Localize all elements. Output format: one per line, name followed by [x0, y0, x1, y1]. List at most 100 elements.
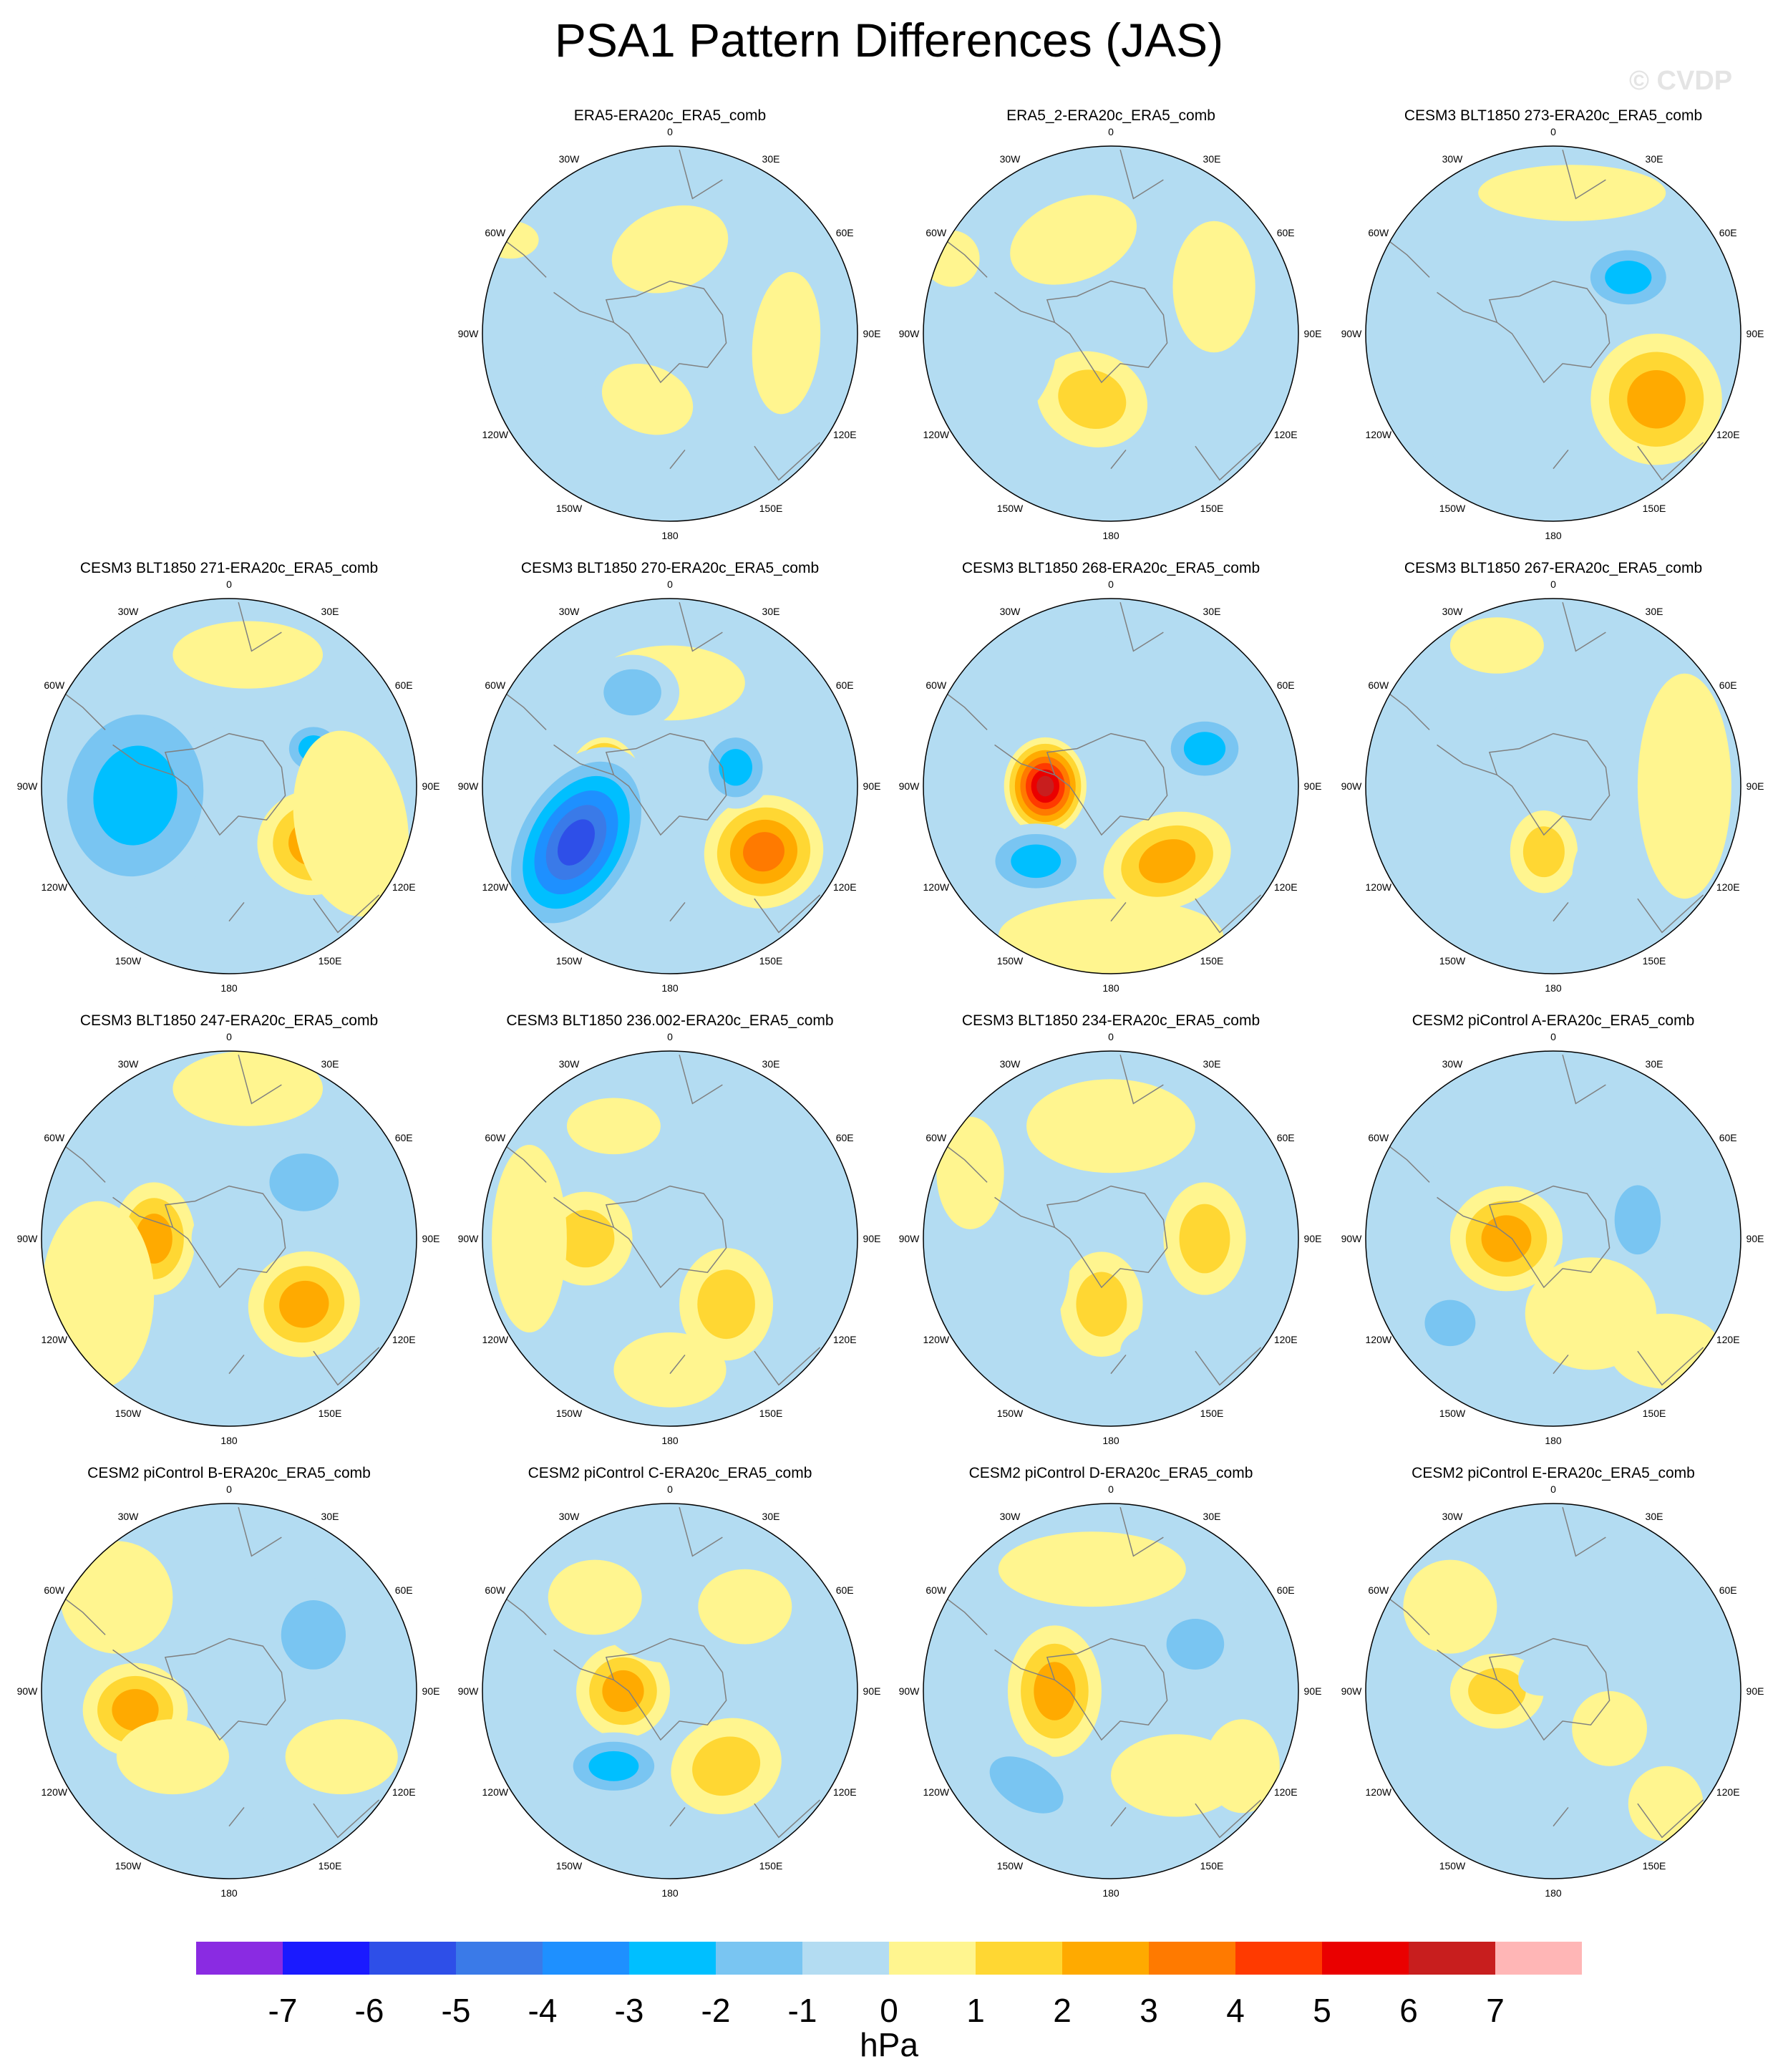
map-border: [482, 1050, 858, 1427]
longitude-label: 150W: [556, 1860, 583, 1872]
new-zealand-coastline: [1110, 449, 1127, 470]
contour-fill: [1605, 261, 1652, 294]
polar-map-panel: 0 30E 60E 90E 120E 150E 180 150W 120W 90W 60W 30W: [899, 1031, 1322, 1446]
contour-fill: [60, 1541, 173, 1654]
longitude-label: 150E: [1200, 1860, 1224, 1872]
antarctica-coastline: [605, 1637, 727, 1741]
antarctica-coastline: [605, 1185, 727, 1289]
longitude-label: 60E: [395, 679, 413, 691]
panel-title: ERA5_2-ERA20c_ERA5_comb: [1006, 107, 1215, 124]
longitude-label: 0: [226, 578, 232, 590]
longitude-label: 180: [1545, 982, 1562, 994]
colorbar-unit: hPa: [860, 2026, 918, 2063]
longitude-label: 120W: [482, 429, 509, 440]
africa-coastline: [679, 1055, 723, 1105]
australia-coastline: [754, 1799, 821, 1839]
longitude-label: 120E: [833, 881, 857, 893]
contour-fill: [1481, 1215, 1532, 1262]
peninsula-coastline: [994, 1649, 1055, 1680]
longitude-label: 120E: [833, 429, 857, 440]
peninsula-coastline: [112, 744, 173, 775]
new-zealand-coastline: [669, 1806, 686, 1827]
longitude-label: 90W: [17, 1685, 39, 1697]
panel-title: CESM3 BLT1850 270-ERA20c_ERA5_comb: [520, 560, 820, 576]
contour-fill: [281, 1600, 346, 1670]
longitude-label: 60E: [1277, 679, 1295, 691]
peninsula-coastline: [994, 744, 1055, 775]
map-border: [482, 145, 858, 522]
longitude-label: 30E: [1646, 153, 1663, 165]
africa-coastline: [1119, 602, 1164, 652]
map-border: [41, 598, 417, 974]
longitude-label: 0: [667, 1031, 673, 1042]
panel-title: ERA5-ERA20c_ERA5_comb: [573, 107, 767, 124]
longitude-label: 90E: [422, 780, 440, 792]
contour-fill: [1036, 775, 1054, 797]
longitude-label: 180: [661, 530, 679, 541]
contour-fill: [698, 1569, 792, 1645]
africa-coastline: [1119, 1507, 1164, 1557]
antarctica-coastline: [1488, 280, 1611, 384]
longitude-label: 0: [226, 1483, 232, 1495]
contour-fill: [191, 1201, 267, 1277]
polar-map-panel: 0 30E 60E 90E 120E 150E 180 150W 120W 90W 60W 30W: [458, 126, 881, 541]
longitude-label: 30E: [321, 1511, 339, 1522]
colorbar-tick-label: 0: [880, 1992, 898, 2029]
longitude-label: 150W: [115, 1860, 142, 1872]
longitude-label: 180: [220, 982, 238, 994]
page-title: PSA1 Pattern Differences (JAS): [554, 14, 1224, 67]
contour-fill: [1172, 221, 1255, 353]
polar-map-panel: 0 30E 60E 90E 120E 150E 180 150W 120W 90W 60W 30W: [17, 1483, 440, 1899]
longitude-label: 30E: [1203, 1511, 1221, 1522]
longitude-label: 150W: [997, 1860, 1024, 1872]
longitude-label: 30W: [118, 1058, 140, 1070]
longitude-label: 180: [220, 1435, 238, 1446]
longitude-label: 120E: [1274, 881, 1298, 893]
peninsula-coastline: [1437, 744, 1497, 775]
longitude-label: 60W: [485, 1132, 506, 1143]
longitude-label: 120E: [1274, 1334, 1298, 1345]
longitude-label: 150W: [1439, 955, 1466, 967]
colorbar-tick-label: 1: [966, 1992, 985, 2029]
map-border: [1365, 1050, 1741, 1427]
contour-fill: [611, 205, 729, 294]
longitude-label: 90E: [1747, 1685, 1764, 1697]
panel-title: CESM2 piControl B-ERA20c_ERA5_comb: [87, 1465, 371, 1481]
longitude-label: 60E: [1719, 227, 1737, 238]
longitude-label: 90E: [1747, 328, 1764, 339]
antarctica-coastline: [164, 1637, 286, 1741]
polar-map-panel: 0 30E 60E 90E 120E 150E 180 150W 120W 90W 60W 30W: [1341, 1031, 1764, 1446]
contour-fill: [1120, 1322, 1215, 1380]
polar-map-panel: 0 30E 60E 90E 120E 150E 180 150W 120W 90W 60W 30W: [1341, 1483, 1764, 1899]
colorbar-swatch: [889, 1942, 976, 1975]
longitude-label: 60E: [836, 227, 854, 238]
contour-fill: [1139, 839, 1196, 883]
longitude-label: 90E: [863, 328, 881, 339]
longitude-label: 60E: [1277, 1584, 1295, 1596]
longitude-label: 120W: [923, 429, 950, 440]
map-border: [482, 1503, 858, 1879]
longitude-label: 180: [1102, 530, 1119, 541]
longitude-label: 30W: [1442, 1058, 1464, 1070]
contour-fill: [1010, 195, 1137, 285]
longitude-label: 0: [1108, 1483, 1114, 1495]
polar-map-panel: 0 30E 60E 90E 120E 150E 180 150W 120W 90W 60W 30W: [899, 578, 1322, 994]
longitude-label: 120E: [833, 1786, 857, 1798]
longitude-label: 90W: [17, 780, 39, 792]
contour-fill: [719, 749, 752, 786]
contour-fill: [588, 1751, 639, 1781]
longitude-label: 30W: [559, 606, 580, 617]
colorbar-swatch: [456, 1942, 543, 1975]
contour-fill: [959, 310, 1056, 432]
longitude-label: 150W: [997, 955, 1024, 967]
longitude-label: 90W: [899, 328, 920, 339]
colorbar-tick-label: -3: [615, 1992, 644, 2029]
contour-fill: [1366, 231, 1541, 455]
longitude-label: 60E: [395, 1584, 413, 1596]
contour-fill: [1109, 407, 1225, 485]
peninsula-coastline: [1437, 291, 1497, 323]
longitude-label: 150W: [556, 1408, 583, 1419]
longitude-label: 90E: [1304, 780, 1322, 792]
